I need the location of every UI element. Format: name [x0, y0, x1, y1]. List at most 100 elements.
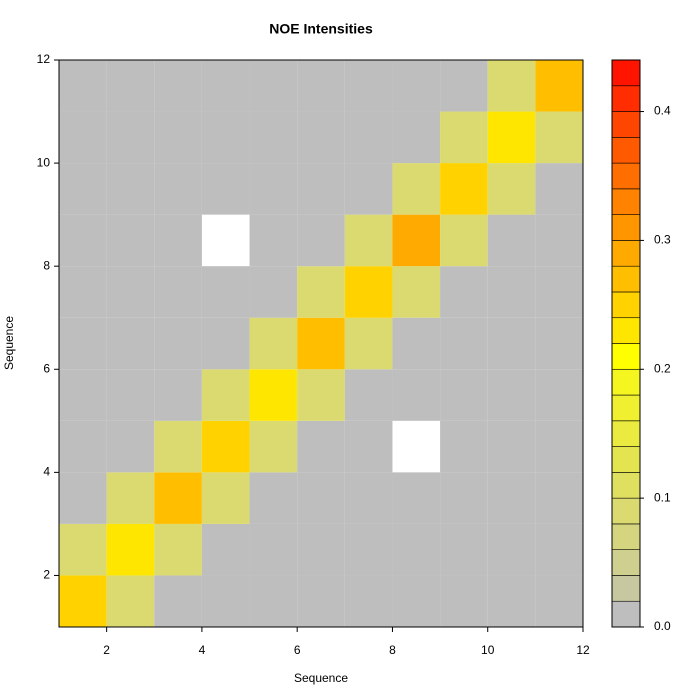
heat-cell [201, 575, 250, 627]
colorbar-tick-label: 0.2 [654, 361, 671, 375]
y-tick-label: 10 [37, 155, 51, 169]
plot-frame [58, 59, 584, 628]
heat-cell [249, 575, 298, 627]
colorbar-swatch [611, 317, 641, 344]
heat-cell [297, 420, 345, 473]
heat-cell [154, 472, 202, 524]
heat-cell [392, 214, 441, 267]
heat-cell [440, 420, 488, 473]
heat-cell [201, 317, 250, 370]
heat-cell [249, 317, 298, 370]
heat-cell [59, 266, 107, 318]
heat-cell [440, 214, 488, 267]
y-tick-label: 12 [37, 52, 51, 66]
heat-cell [535, 420, 583, 473]
heat-cell [106, 317, 155, 370]
heat-cell [344, 317, 393, 370]
heat-cell [154, 266, 202, 318]
y-tick-label: 2 [43, 568, 50, 582]
heat-cell [154, 575, 202, 627]
heat-cell [106, 266, 155, 318]
heat-cell [106, 163, 155, 215]
heat-cell [440, 163, 488, 215]
heat-cell [487, 575, 536, 627]
heat-cell [106, 575, 155, 627]
heat-cell [535, 266, 583, 318]
y-tick-label: 4 [43, 465, 50, 479]
heat-cell [440, 369, 488, 421]
heat-cell [201, 369, 250, 421]
colorbar-swatch [611, 188, 641, 215]
heat-cell [201, 163, 250, 215]
colorbar-frame [611, 59, 641, 628]
heat-cell [487, 60, 536, 112]
heat-cell [440, 111, 488, 164]
heat-cell [392, 369, 441, 421]
colorbar-tick-label: 0.0 [654, 619, 671, 633]
heat-cell [154, 369, 202, 421]
colorbar-swatch [611, 240, 641, 267]
x-axis-label: Sequence [294, 671, 348, 685]
colorbar-swatch [611, 291, 641, 319]
heat-cell [535, 369, 583, 421]
heat-cell [154, 317, 202, 370]
heat-cell [392, 163, 441, 215]
x-tick-label: 2 [103, 643, 110, 657]
colorbar-swatch [611, 472, 641, 499]
heat-cell [487, 317, 536, 370]
heat-cell [154, 60, 202, 112]
y-axis-label: Sequence [2, 316, 16, 370]
heat-cell [59, 317, 107, 370]
heat-cell [487, 214, 536, 267]
heat-cell [106, 420, 155, 473]
heat-cell [297, 472, 345, 524]
heat-cell [487, 163, 536, 215]
colorbar-swatch [611, 214, 641, 241]
heat-cell [344, 523, 393, 576]
heat-cell [297, 60, 345, 112]
colorbar-swatch [611, 265, 641, 293]
heat-cell [440, 266, 488, 318]
heat-cell [344, 420, 393, 473]
heat-cell [392, 317, 441, 370]
colorbar-swatch [611, 549, 641, 576]
heat-cell [392, 472, 441, 524]
heat-cell [344, 369, 393, 421]
heat-cell [392, 575, 441, 627]
heat-cell [154, 111, 202, 164]
heat-cell [535, 214, 583, 267]
heat-cell [487, 523, 536, 576]
heat-cell [249, 266, 298, 318]
heat-cell [344, 266, 393, 318]
heat-cell [297, 163, 345, 215]
heat-cell [249, 420, 298, 473]
heat-cell [201, 523, 250, 576]
heat-cell [59, 163, 107, 215]
heat-cell [201, 111, 250, 164]
colorbar-swatch [611, 111, 641, 138]
heat-cell [249, 60, 298, 112]
heat-cell [487, 111, 536, 164]
heat-cell [59, 420, 107, 473]
heat-cell [392, 523, 441, 576]
heat-cell [297, 369, 345, 421]
heat-cell [154, 163, 202, 215]
heat-cell [487, 472, 536, 524]
x-tick-label: 6 [294, 643, 301, 657]
heat-cell [154, 214, 202, 267]
heat-cell [59, 111, 107, 164]
colorbar-swatch [611, 600, 641, 628]
heat-cell [487, 266, 536, 318]
heat-cell [201, 266, 250, 318]
heat-cell [392, 266, 441, 318]
x-tick-label: 8 [389, 643, 396, 657]
heat-cell [106, 214, 155, 267]
colorbar-swatch [611, 446, 641, 473]
heat-cell [106, 60, 155, 112]
heat-cell [440, 523, 488, 576]
heat-cell [344, 163, 393, 215]
chart-title: NOE Intensities [269, 21, 373, 37]
heat-cell [59, 472, 107, 524]
heat-cell [297, 575, 345, 627]
heat-cell [297, 266, 345, 318]
